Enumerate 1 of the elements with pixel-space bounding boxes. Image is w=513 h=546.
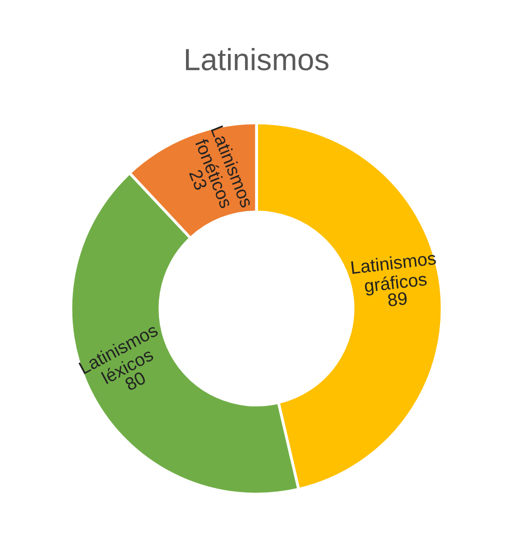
chart-title: Latinismos [186, 48, 328, 70]
